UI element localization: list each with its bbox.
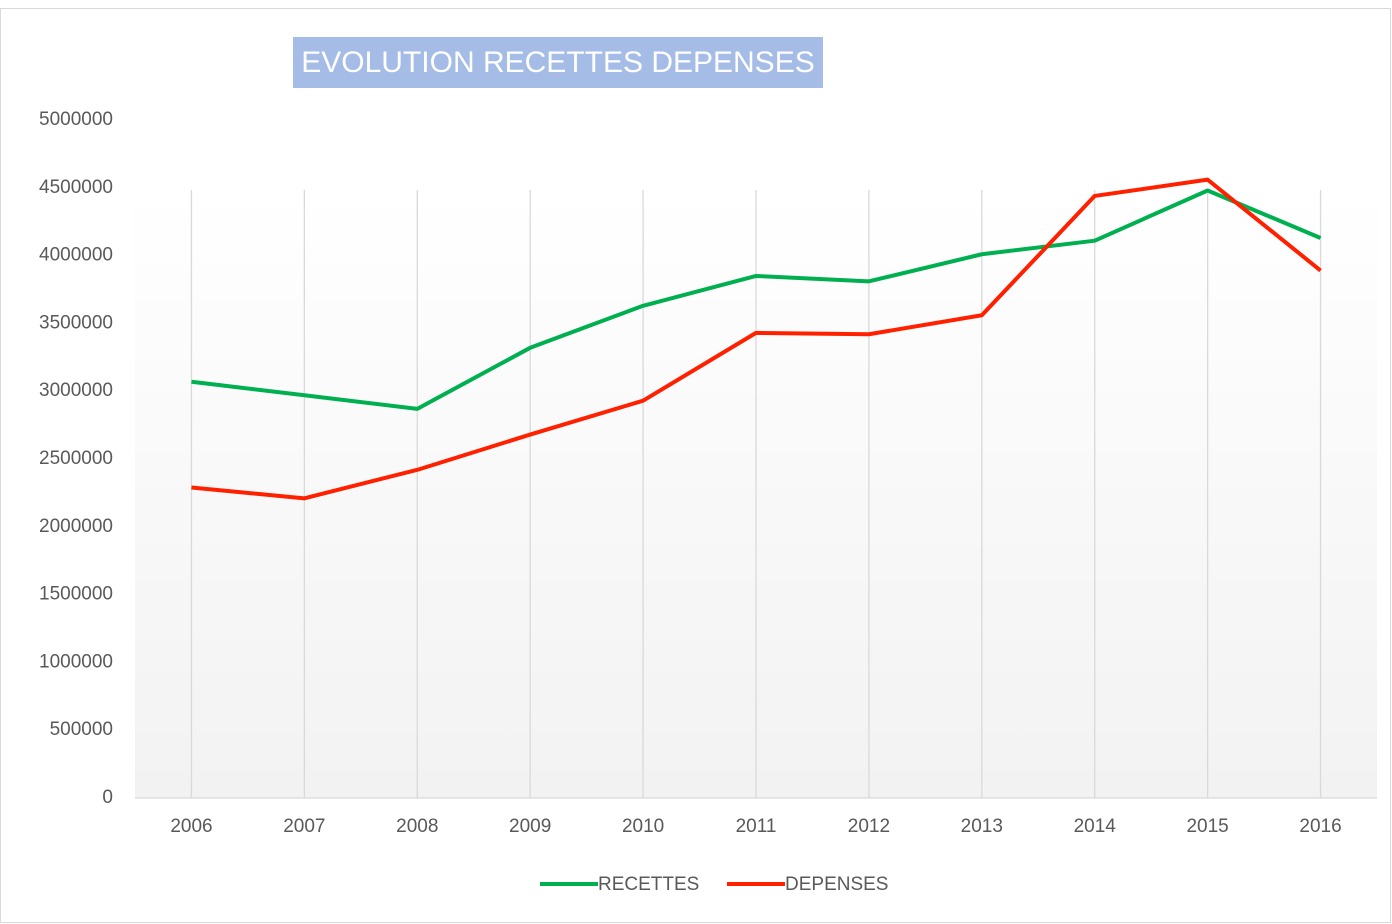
legend-label: DEPENSES — [785, 874, 888, 895]
y-tick-label: 1000000 — [39, 651, 113, 672]
y-tick-label: 500000 — [50, 719, 113, 740]
legend-label: RECETTES — [598, 874, 699, 895]
x-tick-label: 2007 — [283, 816, 325, 837]
y-tick-label: 2000000 — [39, 516, 113, 537]
y-tick-label: 1500000 — [39, 584, 113, 605]
x-tick-label: 2006 — [170, 816, 212, 837]
chart-title: EVOLUTION RECETTES DEPENSES — [301, 46, 814, 79]
title-box — [293, 37, 823, 88]
x-tick-label: 2010 — [622, 816, 664, 837]
y-tick-label: 2500000 — [39, 448, 113, 469]
y-tick-label: 3500000 — [39, 312, 113, 333]
y-tick-label: 0 — [102, 787, 113, 808]
x-tick-label: 2013 — [961, 816, 1003, 837]
y-tick-label: 3000000 — [39, 380, 113, 401]
x-tick-label: 2015 — [1186, 816, 1228, 837]
x-tick-label: 2009 — [509, 816, 551, 837]
x-tick-label: 2012 — [848, 816, 890, 837]
x-tick-label: 2011 — [736, 816, 777, 837]
data-line — [191, 177, 1322, 501]
data-line — [191, 188, 1322, 411]
x-tick-label: 2014 — [1074, 816, 1117, 837]
y-tick-label: 4500000 — [39, 177, 113, 198]
y-tick-label: 4000000 — [39, 245, 113, 266]
x-tick-label: 2008 — [396, 816, 438, 837]
x-tick-label: 2016 — [1299, 816, 1341, 837]
y-tick-label: 5000000 — [39, 109, 113, 130]
